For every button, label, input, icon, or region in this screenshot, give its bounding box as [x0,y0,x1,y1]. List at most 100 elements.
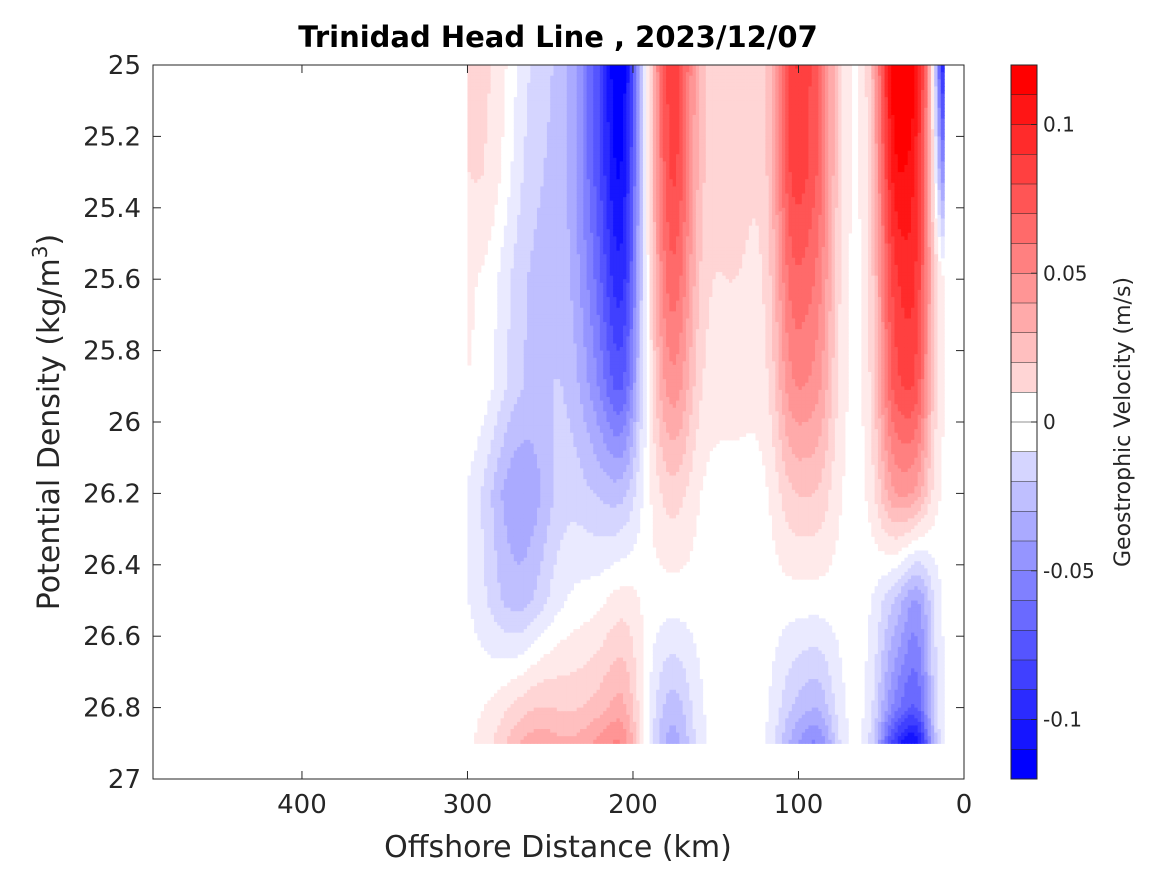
contour-cell [470,529,475,534]
contour-cell [546,536,551,541]
contour-cell [517,200,522,205]
contour-cell [487,725,492,730]
contour-cell [523,332,528,337]
contour-cell [480,425,485,430]
contour-cell [510,379,515,384]
contour-cell [517,211,522,216]
contour-cell [527,461,531,466]
contour-cell [530,575,535,580]
contour-cell [513,429,518,434]
contour-cell [507,604,512,609]
contour-cell [546,729,551,734]
contour-cell [490,643,495,648]
contour-cell [527,718,531,723]
contour-cell [517,182,522,187]
contour-cell [513,461,518,466]
contour-cell [484,636,488,641]
contour-cell [503,404,508,409]
contour-cell [530,682,535,687]
contour-cell [543,486,548,491]
contour-cell [490,579,495,584]
contour-cell [517,311,522,316]
contour-cell [500,529,505,534]
contour-cell [527,561,531,566]
contour-cell [540,300,545,305]
contour-cell [523,364,528,370]
contour-cell [497,739,502,744]
contour-cell [510,621,515,627]
contour-cell [477,446,482,452]
contour-cell [530,200,535,205]
contour-cell [546,550,551,555]
contour-cell [536,397,541,402]
contour-cell [550,72,555,77]
contour-cell [523,711,528,716]
contour-cell [493,568,498,573]
contour-cell [527,479,531,484]
contour-cell [523,482,528,487]
contour-cell [517,496,522,502]
contour-cell [474,147,478,152]
contour-cell [540,671,545,677]
contour-cell [493,704,498,709]
contour-cell [527,197,531,202]
contour-cell [536,711,541,716]
contour-cell [467,222,472,227]
contour-cell [540,439,545,445]
contour-cell [536,322,541,327]
contour-cell [500,97,505,102]
contour-cell [530,247,535,252]
contour-cell [536,596,541,602]
contour-cell [513,732,518,737]
contour-cell [546,654,551,659]
contour-cell [533,532,538,537]
contour-cell [474,139,478,145]
contour-cell [540,557,545,562]
contour-cell [517,711,522,716]
contour-cell [467,161,472,166]
contour-cell [497,736,502,741]
contour-cell [510,361,515,366]
contour-cell [487,100,492,105]
contour-cell [533,629,538,634]
contour-cell [533,243,538,248]
contour-cell [520,65,525,70]
contour-cell [523,150,528,155]
contour-cell [487,211,492,216]
contour-cell [480,100,485,105]
contour-cell [484,107,488,113]
contour-cell [467,193,472,198]
contour-cell [536,696,541,702]
contour-cell [527,404,531,409]
contour-cell [523,218,528,223]
contour-cell [500,639,505,644]
contour-cell [513,682,518,687]
contour-cell [493,468,498,473]
contour-cell [497,479,502,484]
contour-cell [500,625,505,630]
contour-cell [503,711,508,716]
contour-cell [500,607,505,612]
contour-cell [533,614,538,619]
contour-cell [523,247,528,252]
contour-cell [500,707,505,712]
contour-cell [487,179,492,184]
contour-cell [510,211,515,216]
contour-cell [510,197,515,202]
contour-cell [470,568,475,573]
contour-cell [550,289,555,295]
contour-cell [510,189,515,195]
contour-cell [487,154,492,159]
contour-cell [497,111,502,116]
contour-cell [480,122,485,127]
contour-cell [523,539,528,544]
contour-cell [523,404,528,409]
contour-cell [536,354,541,359]
contour-cell [530,211,535,216]
contour-cell [484,189,488,195]
contour-cell [480,164,485,170]
contour-cell [523,550,528,555]
contour-cell [503,561,508,566]
contour-cell [523,336,528,341]
contour-cell [493,193,498,198]
